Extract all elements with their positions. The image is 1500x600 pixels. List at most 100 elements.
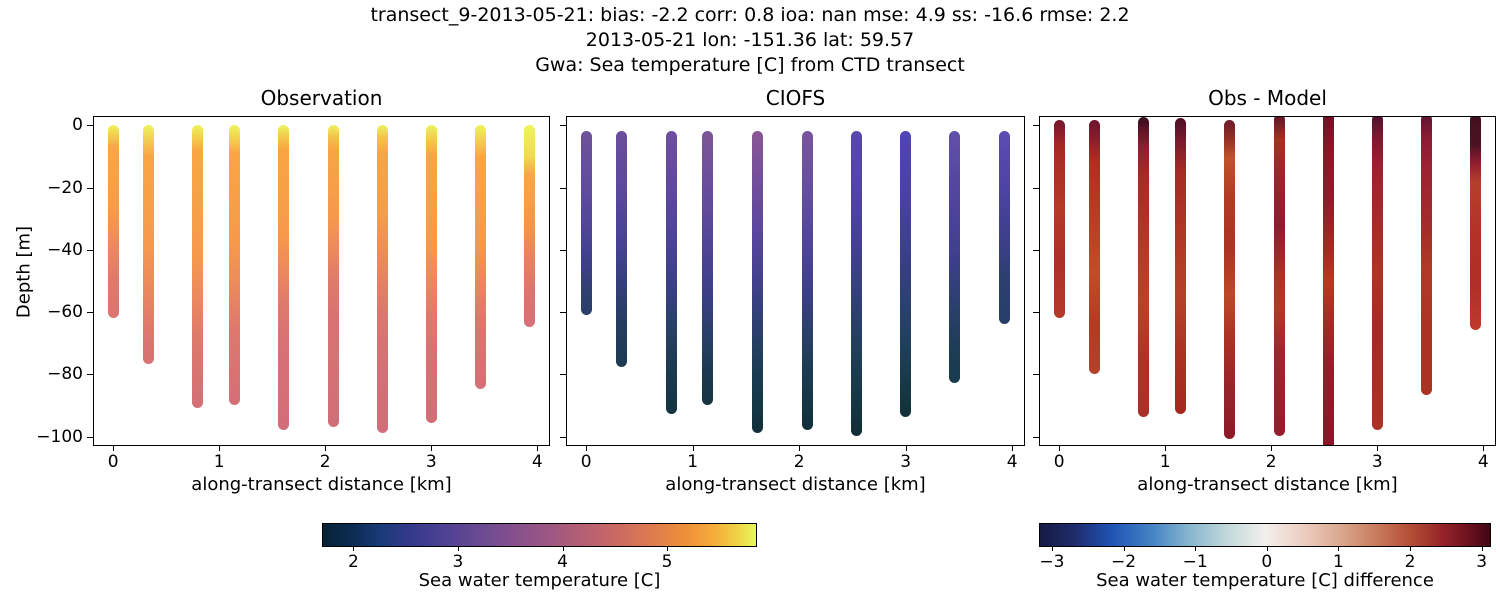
y-tick-label: −100: [36, 426, 83, 447]
profile-bar: [1470, 116, 1482, 331]
profile-bar: [228, 124, 240, 405]
profile-bar: [1138, 116, 1150, 418]
dataset-title: Gwa: Sea temperature [C] from CTD transe…: [535, 54, 965, 76]
profile-bar: [474, 124, 486, 390]
y-tick-label: −40: [47, 239, 83, 260]
x-tick-label: 2: [793, 452, 805, 472]
x-tick: [799, 446, 801, 451]
profile-bar: [1174, 118, 1186, 415]
x-tick: [1059, 446, 1061, 451]
x-tick-label: 1: [687, 452, 699, 472]
colorbar-tick: [1123, 547, 1125, 551]
x-tick-label: 4: [1006, 452, 1018, 472]
x-tick-label: 0: [1053, 452, 1065, 472]
panel-title-obs-minus-model: Obs - Model: [1208, 86, 1327, 110]
profile-bar: [1224, 119, 1236, 440]
profile-bar: [142, 124, 154, 365]
x-axis-label-observation: along-transect distance [km]: [191, 474, 452, 495]
x-tick-label: 0: [107, 452, 119, 472]
x-tick: [113, 446, 115, 451]
colorbar-tick: [1195, 547, 1197, 551]
x-tick-label: 2: [1265, 452, 1277, 472]
x-tick: [586, 446, 588, 451]
profile-bar: [1371, 116, 1383, 430]
profile-bar: [524, 124, 536, 327]
y-tick: [560, 312, 566, 314]
y-tick: [87, 374, 93, 376]
colorbar-tick: [1051, 547, 1053, 551]
y-tick: [1033, 436, 1039, 438]
colorbar-tick-label: 2: [347, 552, 359, 572]
y-tick: [560, 125, 566, 127]
profile-bar: [615, 130, 627, 368]
colorbar-tick: [1266, 547, 1268, 551]
profile-bar: [1274, 116, 1286, 436]
profile-bar: [665, 130, 677, 415]
x-tick-label: 2: [319, 452, 331, 472]
x-tick: [905, 446, 907, 451]
obs-minus-model-plot-area: [1039, 116, 1496, 446]
x-tick: [1483, 446, 1485, 451]
x-tick-label: 1: [1159, 452, 1171, 472]
colorbar-tick-label: 1: [1333, 552, 1344, 572]
y-tick: [560, 436, 566, 438]
x-tick: [1377, 446, 1379, 451]
x-tick-label: 3: [900, 452, 912, 472]
y-tick: [560, 249, 566, 251]
y-tick: [1033, 187, 1039, 189]
profile-bar: [328, 124, 340, 427]
colorbar-tick: [353, 547, 355, 551]
difference-colorbar-label: Sea water temperature [C] difference: [1096, 570, 1434, 591]
y-tick-label: −60: [47, 302, 83, 323]
x-tick-label: 4: [531, 452, 543, 472]
profile-bar: [851, 130, 863, 436]
y-tick: [87, 436, 93, 438]
date-location-title: 2013-05-21 lon: -151.36 lat: 59.57: [585, 29, 915, 51]
profile-bar: [1088, 119, 1100, 374]
x-tick-label: 3: [1371, 452, 1383, 472]
profile-bar: [192, 124, 204, 408]
profile-bar: [278, 124, 290, 430]
x-tick-label: 3: [425, 452, 437, 472]
colorbar-tick: [1481, 547, 1483, 551]
y-tick: [87, 249, 93, 251]
profile-bar: [580, 130, 592, 315]
colorbar-tick-label: 4: [557, 552, 568, 572]
profile-bar: [900, 130, 912, 418]
panel-title-ciofs: CIOFS: [765, 86, 826, 110]
figure-header: transect_9-2013-05-21: bias: -2.2 corr: …: [0, 3, 1500, 78]
profile-bar: [376, 124, 388, 433]
y-tick: [87, 125, 93, 127]
temperature-colorbar-label: Sea water temperature [C]: [418, 570, 661, 591]
colorbar-tick: [457, 547, 459, 551]
profile-bar: [999, 130, 1011, 324]
y-tick: [87, 312, 93, 314]
profile-bar: [1322, 116, 1334, 446]
profile-bar: [1420, 116, 1432, 396]
y-tick-label: 0: [72, 115, 83, 136]
x-tick: [325, 446, 327, 451]
profile-bar: [752, 130, 764, 433]
profile-bar: [802, 130, 814, 430]
profile-bar: [425, 124, 437, 424]
y-tick: [560, 187, 566, 189]
colorbar-tick-label: 5: [661, 552, 673, 572]
observation-plot-area: [93, 116, 550, 446]
x-tick: [692, 446, 694, 451]
x-tick: [1271, 446, 1273, 451]
profile-bar: [107, 124, 119, 318]
x-tick-label: 4: [1477, 452, 1489, 472]
x-tick-label: 0: [580, 452, 592, 472]
x-tick: [219, 446, 221, 451]
colorbar-tick-label: 3: [452, 552, 464, 572]
x-tick: [431, 446, 433, 451]
colorbar-tick: [667, 547, 669, 551]
panel-title-observation: Observation: [260, 86, 383, 110]
x-tick: [1165, 446, 1167, 451]
y-tick: [1033, 374, 1039, 376]
colorbar-tick-label: 3: [1476, 552, 1488, 572]
colorbar-tick: [1410, 547, 1412, 551]
y-tick: [1033, 249, 1039, 251]
colorbar-tick-label: −2: [1110, 552, 1137, 572]
